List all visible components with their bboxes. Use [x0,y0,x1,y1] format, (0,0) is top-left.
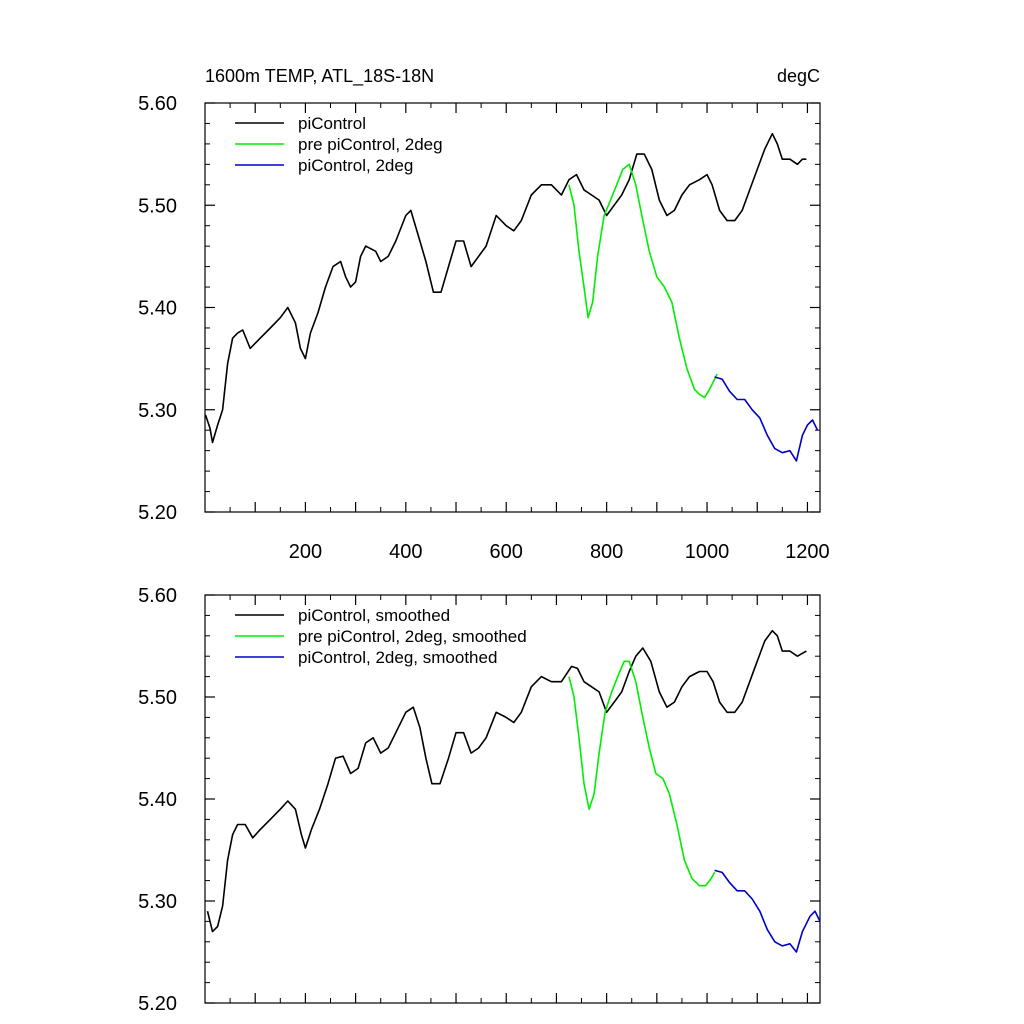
y-tick-label: 5.50 [138,687,177,709]
bottom-panel: 5.20 5.30 5.40 5.50 5.60 piControl, smoothed p… [138,585,821,1015]
legend-label: pre piControl, 2deg, smoothed [298,627,527,646]
legend-label: piControl, 2deg [298,156,413,175]
x-tick-label: 800 [590,541,623,563]
series-line-2 [568,660,716,887]
series-line-1 [204,132,807,444]
legend-label: pre piControl, 2deg [298,135,443,154]
y-tick-label: 5.60 [138,585,177,607]
x-tick-label: 400 [389,541,422,563]
chart-title: 1600m TEMP, ATL_18S-18N [205,66,434,87]
x-tick-label: 1200 [785,541,830,563]
series-line-1 [206,629,807,933]
top-panel: 5.20 5.30 5.40 5.50 5.60 200 400 600 800 1000 1200… [138,93,830,563]
legend-label: piControl, 2deg, smoothed [298,648,497,667]
x-tick-label: 600 [490,541,523,563]
y-tick-label: 5.20 [138,502,177,524]
y-tick-label: 5.60 [138,93,177,115]
y-tick-label: 5.30 [138,891,177,913]
units-label: degC [777,66,820,86]
legend-label: piControl [298,114,366,133]
y-tick-label: 5.50 [138,195,177,217]
series-line-3 [714,376,819,462]
x-tick-label: 200 [289,541,322,563]
y-tick-label: 5.40 [138,298,177,320]
y-tick-label: 5.30 [138,400,177,422]
y-tick-label: 5.20 [138,993,177,1015]
legend-label: piControl, smoothed [298,606,450,625]
y-tick-label: 5.40 [138,789,177,811]
x-tick-label: 1000 [685,541,730,563]
series-line-3 [714,869,821,953]
series-line-2 [568,163,718,399]
